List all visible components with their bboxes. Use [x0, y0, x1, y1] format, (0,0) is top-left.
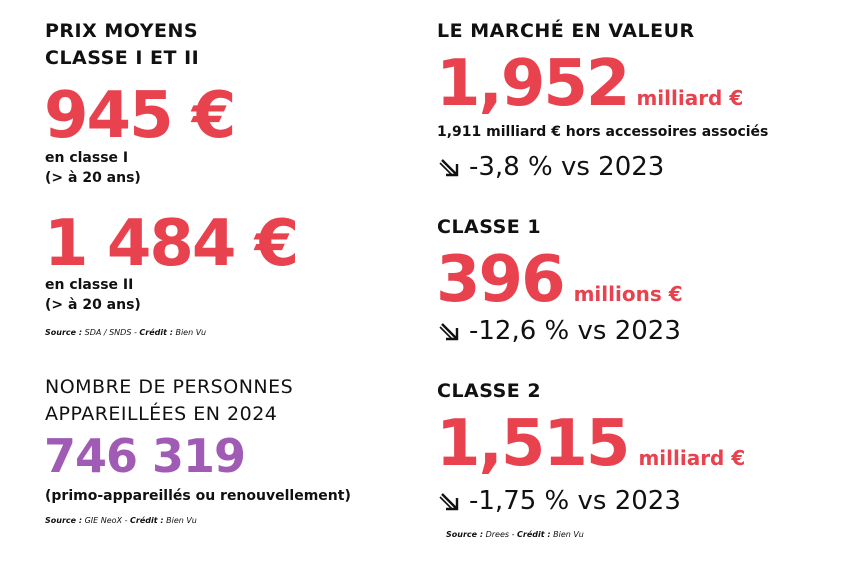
classe1-unit: millions € — [573, 282, 683, 306]
classe2-trend: -1,75 % vs 2023 — [437, 486, 681, 516]
prix-title-line2: CLASSE I ET II — [45, 47, 200, 69]
credit-text: Bien Vu — [166, 516, 197, 525]
prix-classe1-desc: en classe I (> à 20 ans) — [45, 148, 141, 188]
credit-label: Crédit : — [130, 516, 164, 525]
classe2-value-row: 1,515 milliard € — [436, 408, 745, 480]
personnes-desc: (primo-appareillés ou renouvellement) — [45, 488, 351, 504]
arrow-down-right-icon — [439, 493, 459, 511]
classe1-trend: -12,6 % vs 2023 — [437, 316, 681, 346]
prix-classe2-value: 1 484 € — [44, 207, 299, 281]
arrow-down-right-icon — [439, 323, 459, 341]
classe2-trend-text: -1,75 % vs 2023 — [469, 486, 681, 516]
prix-classe2-desc-line2: (> à 20 ans) — [45, 297, 141, 313]
classe2-value: 1,515 — [436, 407, 630, 481]
marche-trend: -3,8 % vs 2023 — [437, 152, 664, 182]
prix-classe1-desc-line2: (> à 20 ans) — [45, 170, 141, 186]
personnes-value: 746 319 — [44, 429, 246, 483]
marche-value: 1,952 — [436, 47, 630, 121]
source-label: Source : — [45, 516, 83, 525]
marche-value-row: 1,952 milliard € — [436, 48, 743, 120]
classe2-source: Source : Drees - Crédit : Bien Vu — [446, 530, 584, 539]
marche-title: LE MARCHÉ EN VALEUR — [437, 20, 695, 42]
credit-text: Bien Vu — [553, 530, 584, 539]
personnes-title-line1: NOMBRE DE PERSONNES — [45, 376, 294, 398]
prix-title: PRIX MOYENS CLASSE I ET II — [45, 18, 199, 72]
marche-detail: 1,911 milliard € hors accessoires associ… — [437, 124, 769, 140]
personnes-title: NOMBRE DE PERSONNES APPAREILLÉES EN 2024 — [45, 374, 293, 428]
marche-trend-text: -3,8 % vs 2023 — [469, 152, 665, 182]
prix-classe2-desc-line1: en classe II — [45, 277, 134, 293]
prix-title-line1: PRIX MOYENS — [45, 20, 199, 42]
source-text: SDA / SNDS - — [84, 328, 137, 337]
marche-unit: milliard € — [636, 86, 744, 110]
arrow-down-right-icon — [439, 159, 459, 177]
classe2-unit: milliard € — [638, 446, 746, 470]
classe2-title: CLASSE 2 — [437, 380, 542, 402]
classe1-value: 396 — [436, 243, 566, 317]
source-label: Source : — [45, 328, 83, 337]
classe1-trend-text: -12,6 % vs 2023 — [469, 316, 681, 346]
credit-label: Crédit : — [139, 328, 173, 337]
prix-classe2-desc: en classe II (> à 20 ans) — [45, 275, 141, 315]
personnes-title-line2: APPAREILLÉES EN 2024 — [45, 403, 278, 425]
source-text: Drees - — [485, 530, 515, 539]
prix-source: Source : SDA / SNDS - Crédit : Bien Vu — [45, 328, 206, 337]
classe1-title: CLASSE 1 — [437, 216, 542, 238]
personnes-source: Source : GIE NeoX - Crédit : Bien Vu — [45, 516, 197, 525]
source-text: GIE NeoX - — [84, 516, 128, 525]
source-label: Source : — [446, 530, 484, 539]
prix-classe1-value: 945 € — [44, 79, 236, 153]
credit-label: Crédit : — [517, 530, 551, 539]
prix-classe1-desc-line1: en classe I — [45, 150, 129, 166]
credit-text: Bien Vu — [175, 328, 207, 337]
classe1-value-row: 396 millions € — [436, 244, 683, 316]
